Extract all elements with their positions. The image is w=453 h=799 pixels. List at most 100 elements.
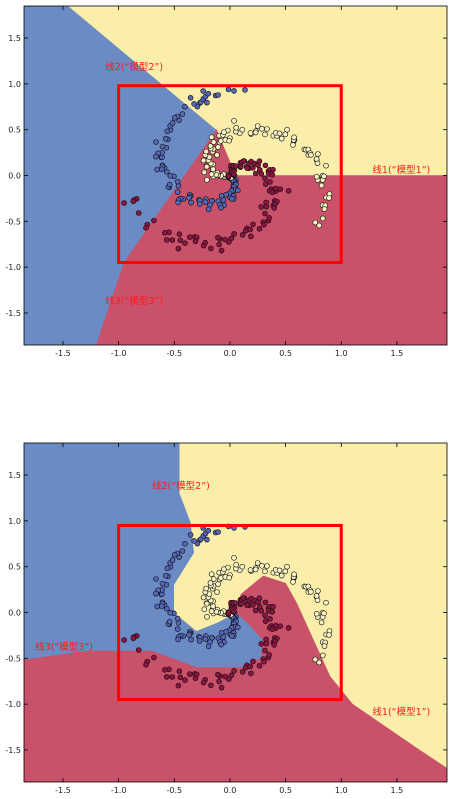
point-class-1 <box>220 197 227 203</box>
point-class-3 <box>263 203 270 210</box>
point-class-1 <box>187 95 194 101</box>
point-class-1 <box>167 172 174 179</box>
point-class-3 <box>239 232 246 238</box>
point-class-3 <box>135 210 142 216</box>
point-class-2 <box>313 593 320 599</box>
point-class-3 <box>169 674 176 680</box>
point-class-3 <box>248 233 254 240</box>
point-class-2 <box>316 659 323 666</box>
point-class-2 <box>321 643 328 649</box>
point-class-2 <box>315 151 321 157</box>
point-class-3 <box>216 678 222 685</box>
point-class-2 <box>231 555 237 561</box>
point-class-3 <box>285 188 292 194</box>
point-class-2 <box>200 594 207 601</box>
point-class-1 <box>220 634 227 640</box>
point-class-2 <box>208 571 215 577</box>
point-class-2 <box>239 563 246 570</box>
point-class-1 <box>174 178 181 185</box>
point-class-2 <box>321 610 327 617</box>
point-class-3 <box>258 171 265 177</box>
point-class-2 <box>203 163 210 170</box>
point-class-3 <box>162 230 168 236</box>
point-class-3 <box>266 215 272 221</box>
point-class-2 <box>233 124 239 131</box>
point-class-2 <box>200 157 207 164</box>
point-class-3 <box>269 189 276 196</box>
point-class-3 <box>218 684 225 691</box>
point-class-1 <box>166 618 173 625</box>
point-class-3 <box>143 662 149 668</box>
point-class-2 <box>321 206 328 212</box>
point-class-1 <box>162 135 169 142</box>
point-class-3 <box>244 165 250 171</box>
x-tick-label: -0.5 <box>166 349 182 358</box>
point-class-3 <box>130 198 137 205</box>
point-class-3 <box>269 172 276 178</box>
y-tick-label: -0.5 <box>5 217 21 226</box>
point-class-2 <box>282 568 289 575</box>
point-class-1 <box>191 538 197 544</box>
point-class-3 <box>270 603 276 610</box>
point-class-2 <box>313 173 320 180</box>
point-class-1 <box>235 624 241 631</box>
point-class-2 <box>239 126 246 133</box>
point-class-3 <box>239 669 246 675</box>
chart-bottom: -1.5 -1.0 -0.5 0.0 0.5 1.0 1.5 1.5 1.0 0.5 0.0 -0.5… <box>0 437 453 799</box>
decision-regions <box>24 6 447 345</box>
point-class-3 <box>270 166 276 173</box>
point-class-2 <box>233 561 239 568</box>
line-annotation: 线2(“模型2”) <box>105 61 163 73</box>
point-class-2 <box>204 177 210 183</box>
point-class-1 <box>154 166 160 173</box>
chart-top-svg: -1.5 -1.0 -0.5 0.0 0.5 1.0 1.5 1.5 1.0 0.5 0.0 -0.5… <box>5 5 448 358</box>
x-tick-label: 1.5 <box>391 786 404 795</box>
point-class-2 <box>252 129 259 136</box>
line-annotation: 线3(“模型3”) <box>35 641 93 653</box>
point-class-3 <box>218 247 225 254</box>
point-class-1 <box>169 557 176 563</box>
point-class-2 <box>208 608 215 615</box>
point-class-3 <box>176 668 183 674</box>
point-class-2 <box>312 656 319 663</box>
y-tick-label: 0.5 <box>8 563 21 572</box>
point-class-2 <box>259 126 265 132</box>
point-class-1 <box>159 603 165 609</box>
point-class-2 <box>215 144 221 150</box>
point-class-1 <box>153 139 159 145</box>
point-class-3 <box>162 667 168 673</box>
line-annotation: 线1(“模型1”) <box>372 706 430 718</box>
point-class-2 <box>221 566 227 572</box>
point-class-3 <box>262 618 269 624</box>
point-class-3 <box>256 663 263 669</box>
point-class-2 <box>252 566 259 573</box>
point-class-2 <box>262 568 268 575</box>
point-class-3 <box>151 217 157 224</box>
point-class-1 <box>205 643 212 650</box>
point-class-3 <box>130 635 137 642</box>
point-class-3 <box>200 242 207 249</box>
point-class-1 <box>205 206 212 213</box>
point-class-2 <box>208 134 215 140</box>
point-class-2 <box>315 588 321 594</box>
point-class-3 <box>187 671 193 677</box>
x-tick-label: 0.5 <box>279 786 292 795</box>
point-class-3 <box>208 245 214 252</box>
point-class-3 <box>176 231 183 237</box>
point-class-1 <box>187 532 194 538</box>
point-class-1 <box>200 88 206 94</box>
point-class-3 <box>262 210 268 217</box>
point-class-2 <box>259 563 265 569</box>
point-class-1 <box>159 143 166 150</box>
point-class-3 <box>187 234 193 240</box>
y-tick-label: -0.5 <box>5 654 21 663</box>
y-tick-label: 1.5 <box>8 471 21 480</box>
point-class-1 <box>225 86 232 93</box>
line-annotation: 线2(“模型2”) <box>152 480 210 492</box>
point-class-2 <box>221 129 227 135</box>
x-tick-label: -1.5 <box>55 786 71 795</box>
point-class-1 <box>175 199 181 206</box>
point-class-2 <box>210 139 217 145</box>
point-class-2 <box>278 572 285 579</box>
point-class-3 <box>231 668 237 674</box>
